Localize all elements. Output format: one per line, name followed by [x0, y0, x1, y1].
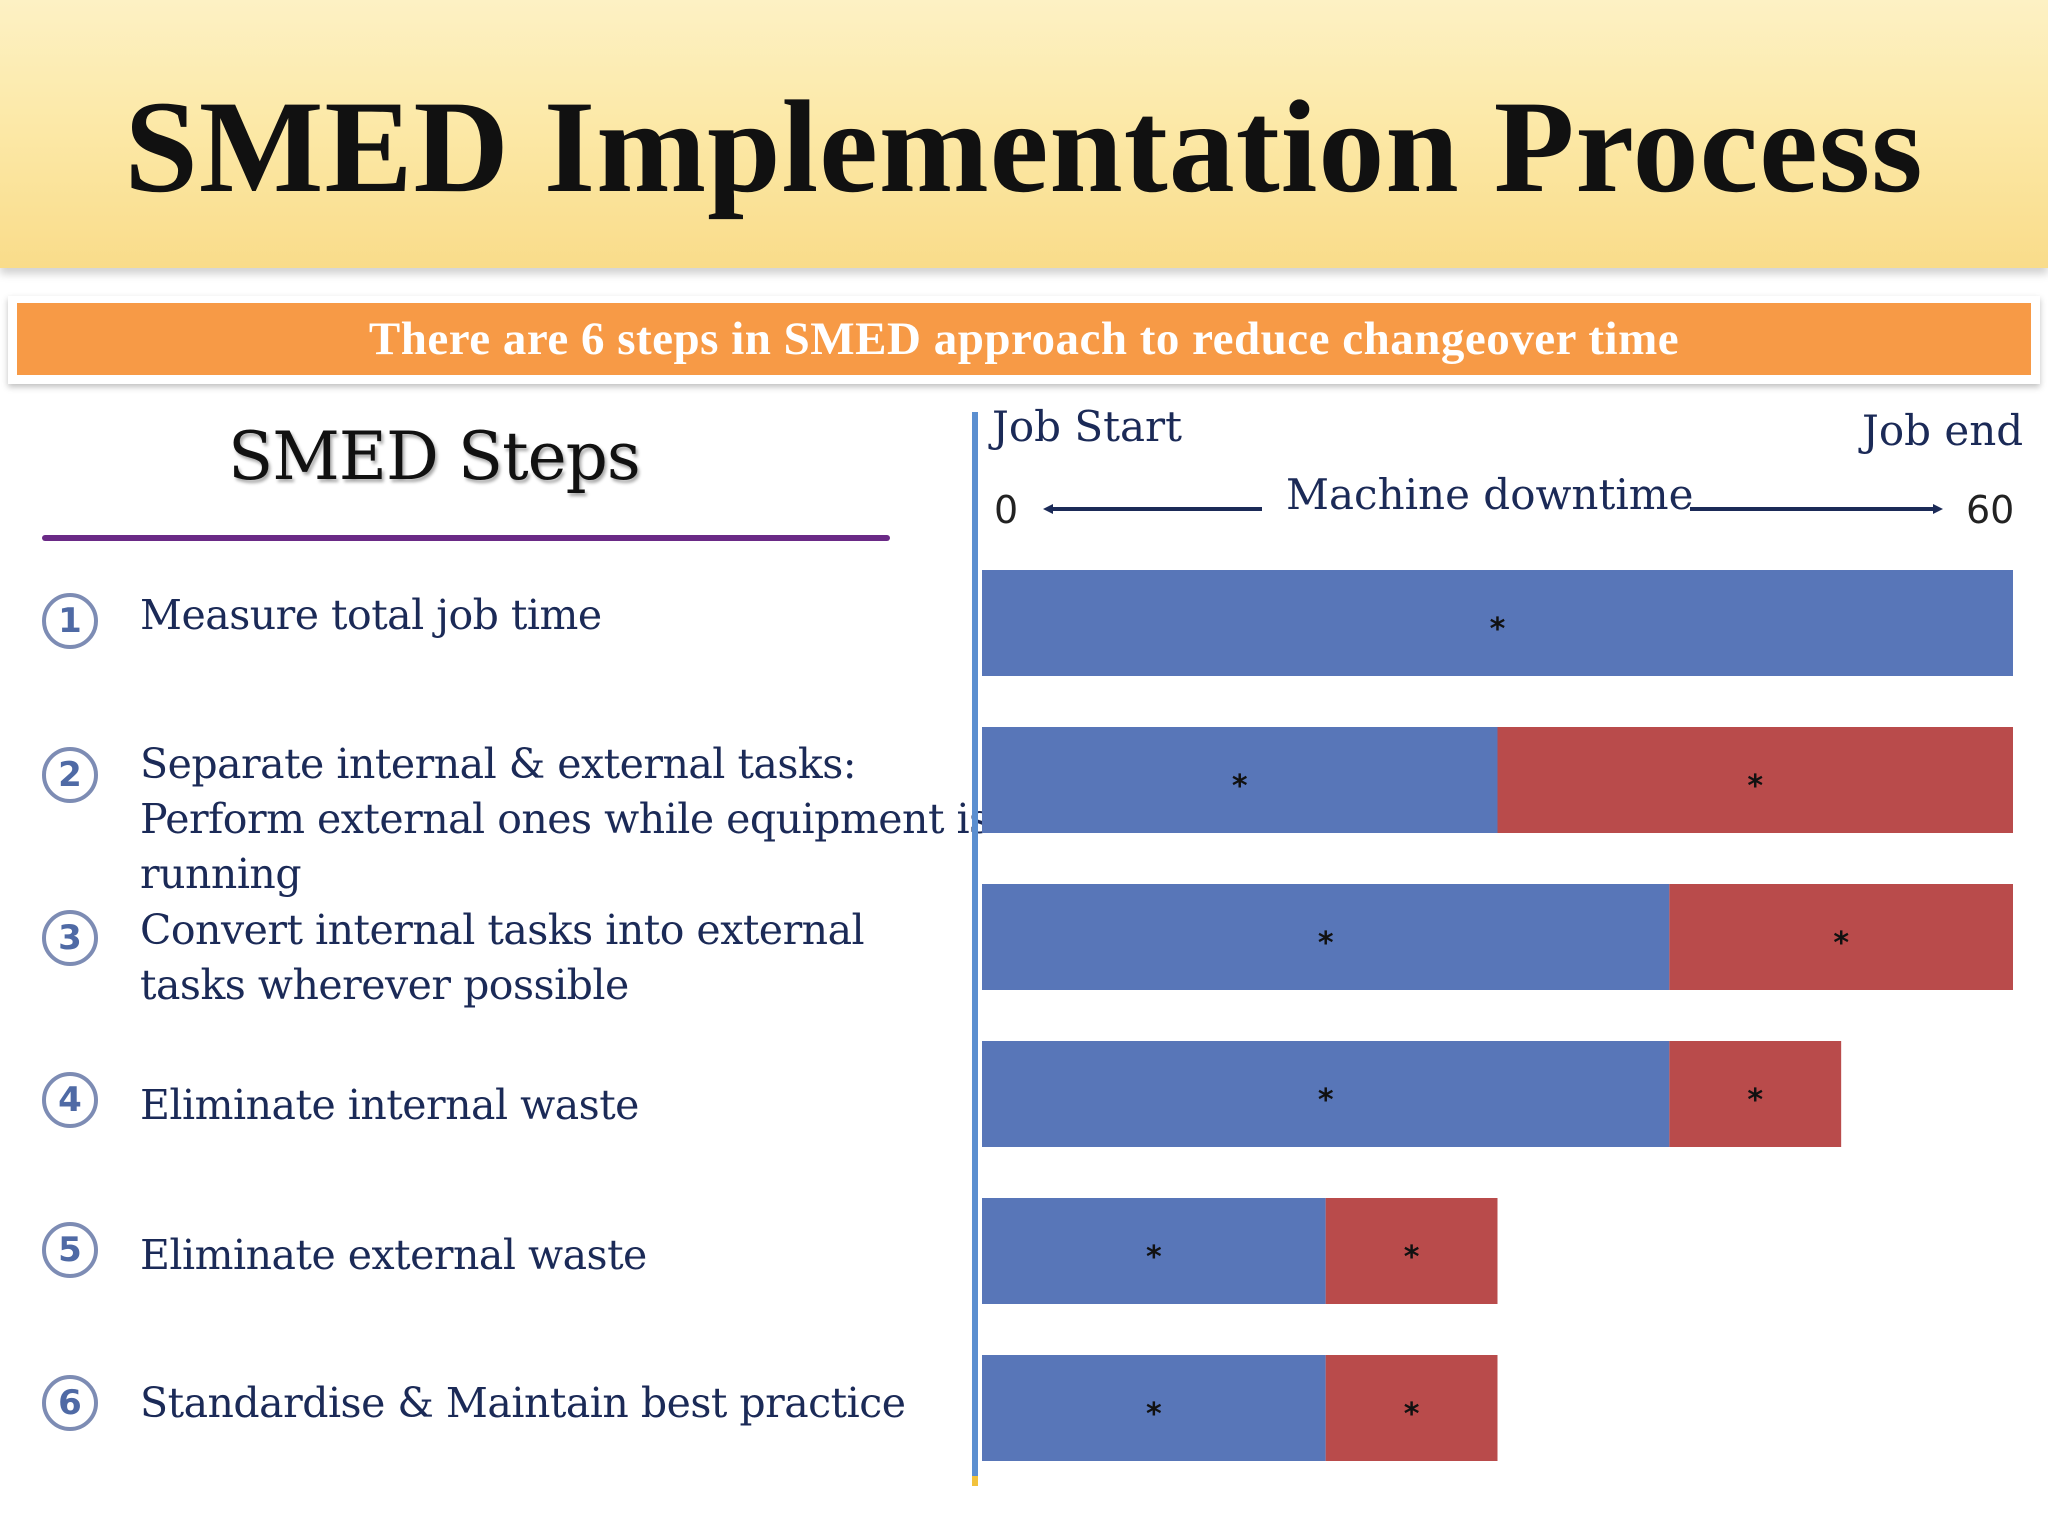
bar-label-step-6-segment-1: * — [1146, 1397, 1162, 1432]
bar-step-3-segment-1 — [982, 884, 1670, 990]
bar-step-3-segment-2 — [1669, 884, 2013, 990]
bar-label-step-5-segment-2: * — [1404, 1240, 1420, 1275]
step-number-badge: 1 — [42, 593, 98, 649]
bar-step-5-segment-1 — [982, 1198, 1326, 1304]
bar-step-4-segment-2 — [1669, 1041, 1842, 1147]
bar-label-step-4-segment-2: * — [1747, 1083, 1763, 1118]
bar-label-step-2-segment-1: * — [1232, 769, 1248, 804]
downtime-label: Machine downtime — [1286, 470, 1694, 519]
step-number-badge: 3 — [42, 910, 98, 966]
subtitle-banner: There are 6 steps in SMED approach to re… — [8, 296, 2040, 384]
step-text: Eliminate internal waste — [140, 1081, 639, 1129]
bar-step-2-segment-2 — [1497, 727, 2013, 833]
bar-step-2-segment-1 — [982, 727, 1498, 833]
step-number-badge: 6 — [42, 1375, 98, 1431]
bar-label-step-3-segment-1: * — [1318, 926, 1334, 961]
step-text: Eliminate external waste — [140, 1231, 647, 1279]
bar-step-1-segment-1 — [982, 570, 2013, 676]
step-text: Convert internal tasks into external tas… — [140, 906, 865, 1009]
axis-max-label: 60 — [1966, 488, 2015, 532]
bar-step-4-segment-1 — [982, 1041, 1670, 1147]
bar-step-6-segment-2 — [1325, 1355, 1498, 1461]
subtitle-text: There are 6 steps in SMED approach to re… — [17, 303, 2031, 375]
step-number-badge: 4 — [42, 1072, 98, 1128]
job-end-label: Job end — [1862, 406, 2024, 455]
bar-label-step-2-segment-2: * — [1747, 769, 1763, 804]
job-start-label: Job Start — [992, 402, 1183, 451]
bar-step-6-segment-1 — [982, 1355, 1326, 1461]
steps-heading: SMED Steps — [228, 418, 641, 495]
bar-label-step-5-segment-1: * — [1146, 1240, 1162, 1275]
page-title: SMED Implementation Process — [124, 73, 1924, 220]
timeline-axis-tip — [972, 1476, 978, 1486]
bar-label-step-4-segment-1: * — [1318, 1083, 1334, 1118]
timeline-axis-line — [972, 412, 978, 1486]
bar-label-step-1-segment-1: * — [1490, 612, 1506, 647]
step-number-badge: 2 — [42, 747, 98, 803]
step-number-badge: 5 — [42, 1222, 98, 1278]
bar-step-5-segment-2 — [1325, 1198, 1498, 1304]
step-text: Separate internal & external tasks: Perf… — [140, 740, 990, 898]
axis-min-label: 0 — [994, 488, 1019, 532]
bar-label-step-3-segment-2: * — [1833, 926, 1849, 961]
title-banner: SMED Implementation Process — [0, 0, 2048, 268]
bar-label-step-6-segment-2: * — [1404, 1397, 1420, 1432]
step-text: Measure total job time — [140, 591, 602, 639]
step-text: Standardise & Maintain best practice — [140, 1379, 906, 1427]
heading-rule — [42, 535, 890, 541]
